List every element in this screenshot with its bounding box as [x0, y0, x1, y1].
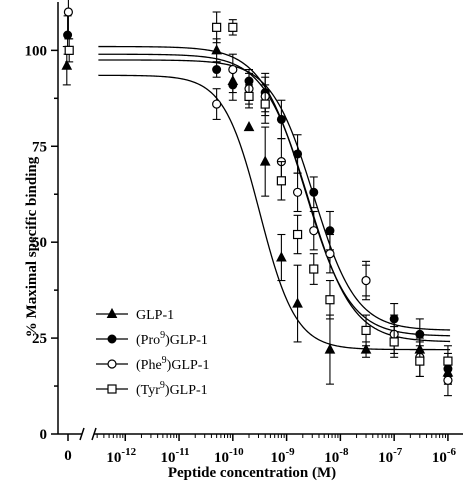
x-axis-title: Peptide concentration (M)	[168, 465, 336, 481]
data-point	[324, 343, 336, 354]
data-point	[244, 91, 254, 102]
legend-marker	[107, 359, 117, 369]
y-tick-label: 50	[32, 235, 47, 251]
legend-entry-2: (Pro9)GLP-1	[96, 330, 208, 348]
legend-entry-3: (Phe9)GLP-1	[96, 355, 209, 373]
legend-label: (Pro9)GLP-1	[136, 330, 208, 348]
fit-curve-4	[98, 45, 451, 337]
legend-label: (Phe9)GLP-1	[136, 355, 209, 373]
legend-marker	[107, 384, 117, 394]
data-point	[325, 226, 335, 236]
data-point	[228, 64, 238, 75]
data-point	[443, 375, 453, 385]
data-point	[243, 121, 255, 132]
legend: GLP-1 (Pro9)GLP-1 (Phe9)GLP-1 (Tyr9)GLP-1	[96, 307, 209, 398]
legend-label: (Tyr9)GLP-1	[136, 380, 208, 398]
y-tick-label: 75	[32, 139, 47, 155]
y-tick-label: 25	[32, 331, 47, 347]
fit-curves	[98, 45, 451, 351]
data-point	[309, 264, 319, 274]
fit-curve-1	[98, 74, 451, 351]
data-point	[228, 22, 238, 32]
data-point	[292, 187, 303, 197]
x-tick-label: 10-6	[432, 446, 457, 466]
data-point	[211, 44, 222, 55]
data-point	[276, 114, 286, 124]
x-tick-label: 10-7	[378, 446, 403, 466]
data-point-zero	[61, 59, 73, 70]
data-point	[360, 343, 372, 354]
y-tick-label: 0	[40, 427, 48, 443]
data-point	[276, 176, 286, 186]
data-point	[361, 325, 371, 336]
data-points	[61, 0, 454, 397]
y-axis-title: % Maximal specific binding	[24, 156, 40, 337]
data-point-zero	[64, 45, 74, 55]
fit-curve-2	[98, 59, 451, 331]
data-point	[292, 229, 303, 240]
legend-marker	[106, 307, 118, 318]
x-tick-label: 10-12	[106, 446, 136, 466]
data-point	[212, 22, 222, 32]
axis-break-mark	[91, 427, 97, 441]
data-point	[260, 99, 270, 109]
data-point	[389, 337, 399, 347]
data-point	[293, 149, 303, 159]
data-point	[361, 275, 371, 286]
data-point	[212, 65, 222, 75]
data-point	[276, 251, 287, 262]
axis-break-mark	[79, 427, 85, 441]
data-point	[212, 99, 222, 109]
data-point	[325, 295, 335, 305]
x-tick-label: 10-9	[271, 446, 296, 466]
data-point	[325, 249, 335, 259]
x-tick-label: 10-11	[161, 446, 190, 466]
data-point	[443, 356, 453, 366]
data-point	[309, 187, 319, 197]
data-point	[292, 297, 303, 308]
data-point	[415, 356, 425, 366]
data-point-zero	[63, 30, 73, 40]
data-point-zero	[63, 7, 74, 17]
data-point	[309, 226, 319, 236]
x-tick-label: 10-8	[324, 446, 349, 466]
x-tick-label: 10-10	[214, 446, 244, 466]
series-4	[64, 11, 453, 378]
x-tick-label-zero: 0	[64, 448, 72, 464]
legend-entry-1: GLP-1	[96, 307, 174, 323]
legend-entry-4: (Tyr9)GLP-1	[96, 380, 208, 398]
data-point	[415, 329, 425, 339]
data-point	[259, 155, 271, 166]
legend-marker	[107, 334, 117, 344]
axes: 0 25 50 75 100 0 10-12 10-11 10-10 10-9 10-8 10-7 10…	[25, 2, 463, 466]
y-tick-label: 100	[25, 43, 48, 59]
legend-label: GLP-1	[136, 308, 174, 323]
